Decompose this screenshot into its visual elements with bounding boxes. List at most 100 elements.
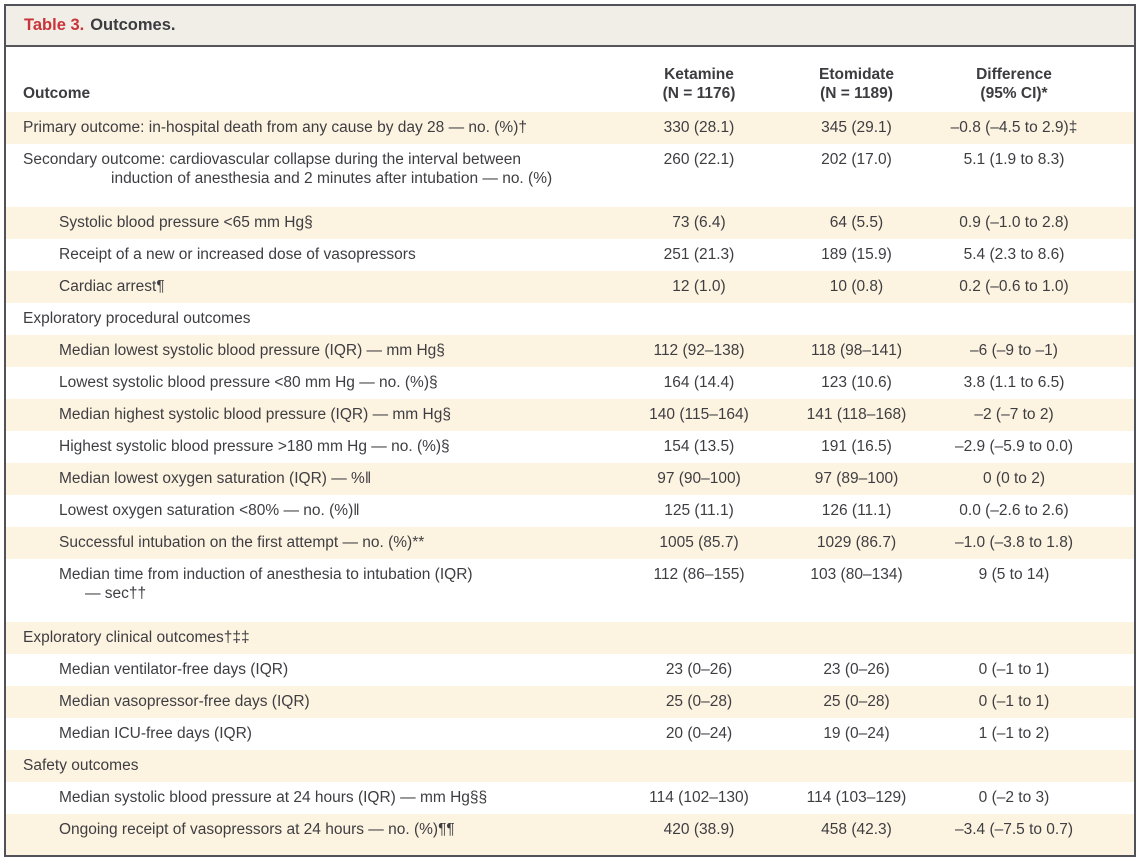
column-header-etomidate: Etomidate (N = 1189): [819, 66, 894, 102]
ketamine-value: 125 (11.1): [664, 502, 734, 519]
outcome-label: Systolic blood pressure <65 mm Hg§: [59, 214, 313, 231]
outcome-label: Median systolic blood pressure at 24 hou…: [59, 789, 488, 806]
outcome-label: Highest systolic blood pressure >180 mm …: [59, 438, 450, 455]
outcome-label: Median lowest oxygen saturation (IQR) — …: [59, 470, 372, 487]
ketamine-value: 154 (13.5): [663, 438, 735, 455]
table-row: Secondary outcome: cardiovascular collap…: [6, 144, 1134, 207]
outcome-label: Median ventilator-free days (IQR): [59, 661, 289, 678]
difference-value: 0 (0 to 2): [982, 470, 1046, 487]
outcome-label: Median lowest systolic blood pressure (I…: [59, 342, 445, 359]
column-header-ketamine: Ketamine (N = 1176): [662, 66, 736, 102]
outcome-label: Lowest systolic blood pressure <80 mm Hg…: [59, 374, 438, 391]
difference-value: 0 (–1 to 1): [978, 693, 1050, 710]
outcome-label: Median time from induction of anesthesia…: [59, 566, 473, 602]
etomidate-value: 25 (0–28): [823, 693, 890, 710]
difference-value: 0 (–1 to 1): [978, 661, 1050, 678]
difference-value: 9 (5 to 14): [978, 566, 1050, 583]
table-number-label: Table 3.: [24, 16, 85, 34]
ketamine-value: 251 (21.3): [663, 246, 735, 263]
table-row: Median lowest oxygen saturation (IQR) — …: [6, 463, 1134, 495]
outcome-label: Median highest systolic blood pressure (…: [59, 406, 451, 423]
table-row: Lowest systolic blood pressure <80 mm Hg…: [6, 367, 1134, 399]
ketamine-value: 112 (86–155): [653, 566, 745, 583]
etomidate-value: 202 (17.0): [821, 151, 892, 168]
etomidate-value: 141 (118–168): [806, 406, 907, 423]
etomidate-value: 118 (98–141): [810, 342, 903, 359]
etomidate-value: 189 (15.9): [821, 246, 892, 263]
ketamine-value: 140 (115–164): [649, 406, 749, 423]
outcome-label: Median vasopressor-free days (IQR): [59, 693, 310, 710]
difference-value: –3.4 (–7.5 to 0.7): [954, 821, 1074, 838]
ketamine-value: 23 (0–26): [665, 661, 733, 678]
outcome-label: Exploratory procedural outcomes: [23, 310, 251, 327]
etomidate-value: 1029 (86.7): [816, 534, 897, 551]
difference-value: 3.8 (1.1 to 6.5): [963, 374, 1065, 391]
table-row: Median lowest systolic blood pressure (I…: [6, 335, 1134, 367]
difference-value: –2 (–7 to 2): [974, 406, 1054, 423]
table-row: Exploratory clinical outcomes†‡‡: [6, 622, 1134, 654]
etomidate-value: 191 (16.5): [821, 438, 892, 455]
etomidate-value: 123 (10.6): [821, 374, 892, 391]
difference-value: 0.9 (–1.0 to 2.8): [959, 214, 1069, 231]
ketamine-value: 164 (14.4): [663, 374, 735, 391]
difference-value: –6 (–9 to –1): [970, 342, 1058, 359]
table-row: Median ventilator-free days (IQR) 23 (0–2…: [6, 654, 1134, 686]
difference-value: 1 (–1 to 2): [978, 725, 1050, 742]
table-row: Median vasopressor-free days (IQR) 25 (0–…: [6, 686, 1134, 718]
table-title-text: Outcomes.: [90, 16, 176, 34]
ketamine-value: 330 (28.1): [663, 119, 735, 136]
outcome-label: Ongoing receipt of vasopressors at 24 ho…: [59, 821, 455, 838]
column-header-outcome: Outcome: [23, 85, 91, 102]
table-row: Lowest oxygen saturation <80% — no. (%)‖…: [6, 495, 1134, 527]
outcome-label: Safety outcomes: [23, 757, 139, 774]
difference-value: 5.1 (1.9 to 8.3): [963, 151, 1065, 168]
outcomes-table: Table 3. Outcomes. Outcome Ketamine (N =…: [4, 4, 1136, 857]
column-header-difference: Difference (95% CI)*: [976, 66, 1052, 102]
difference-value: 0 (–2 to 3): [978, 789, 1050, 806]
outcome-label: Receipt of a new or increased dose of va…: [59, 246, 416, 263]
ketamine-value: 1005 (85.7): [659, 534, 739, 551]
table-body: Primary outcome: in-hospital death from …: [6, 112, 1134, 855]
ketamine-value: 260 (22.1): [663, 151, 735, 168]
table-row: Highest systolic blood pressure >180 mm …: [6, 431, 1134, 463]
outcome-label: Median ICU-free days (IQR): [59, 725, 252, 742]
table-title-bar: Table 3. Outcomes.: [6, 6, 1134, 47]
outcome-label: Lowest oxygen saturation <80% — no. (%)‖: [59, 502, 360, 519]
etomidate-value: 114 (103–129): [806, 789, 907, 806]
outcome-label: Successful intubation on the first attem…: [59, 534, 425, 551]
table-row: Median ICU-free days (IQR) 20 (0–24) 19 (0…: [6, 718, 1134, 750]
ketamine-value: 112 (92–138): [653, 342, 745, 359]
etomidate-value: 103 (80–134): [810, 566, 903, 583]
table-row: Cardiac arrest¶ 12 (1.0) 10 (0.8) 0.2 (–0.6…: [6, 271, 1134, 303]
table-row: Primary outcome: in-hospital death from …: [6, 112, 1134, 144]
etomidate-value: 97 (89–100): [814, 470, 899, 487]
etomidate-value: 64 (5.5): [829, 214, 884, 231]
difference-value: 0.2 (–0.6 to 1.0): [959, 278, 1069, 295]
ketamine-value: 20 (0–24): [665, 725, 733, 742]
etomidate-value: 458 (42.3): [821, 821, 892, 838]
ketamine-value: 420 (38.9): [663, 821, 735, 838]
etomidate-value: 345 (29.1): [821, 119, 892, 136]
table-row: Ongoing receipt of vasopressors at 24 ho…: [6, 814, 1134, 855]
etomidate-value: 126 (11.1): [821, 502, 892, 519]
table-row: Safety outcomes: [6, 750, 1134, 782]
table-row: Successful intubation on the first attem…: [6, 527, 1134, 559]
outcome-label: Cardiac arrest¶: [59, 278, 165, 295]
etomidate-value: 19 (0–24): [823, 725, 890, 742]
difference-value: 0.0 (–2.6 to 2.6): [959, 502, 1069, 519]
table-row: Systolic blood pressure <65 mm Hg§ 73 (6.…: [6, 207, 1134, 239]
table-row: Exploratory procedural outcomes: [6, 303, 1134, 335]
ketamine-value: 97 (90–100): [657, 470, 741, 487]
table-row: Median time from induction of anesthesia…: [6, 559, 1134, 622]
table-row: Receipt of a new or increased dose of va…: [6, 239, 1134, 271]
column-header-row: Outcome Ketamine (N = 1176) Etomidate (N…: [6, 47, 1134, 112]
difference-value: –1.0 (–3.8 to 1.8): [954, 534, 1074, 551]
difference-value: –2.9 (–5.9 to 0.0): [954, 438, 1074, 455]
ketamine-value: 114 (102–130): [649, 789, 749, 806]
outcome-label: Secondary outcome: cardiovascular collap…: [23, 151, 553, 187]
difference-value: 5.4 (2.3 to 8.6): [963, 246, 1065, 263]
difference-value: –0.8 (–4.5 to 2.9)‡: [950, 119, 1078, 136]
outcome-label: Exploratory clinical outcomes†‡‡: [23, 629, 250, 646]
table-row: Median highest systolic blood pressure (…: [6, 399, 1134, 431]
etomidate-value: 23 (0–26): [823, 661, 890, 678]
